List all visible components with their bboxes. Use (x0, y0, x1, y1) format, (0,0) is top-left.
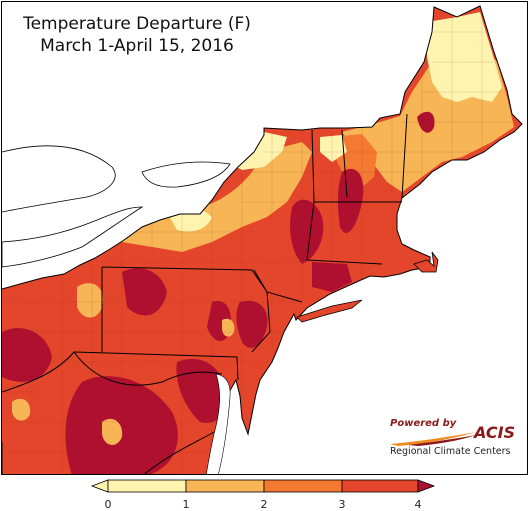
acis-credit: Powered by ACIS Regional Climate Centers (384, 412, 518, 462)
temperature-map (2, 5, 523, 474)
zone-yellow-maine (427, 12, 502, 102)
zone-dark-ma (290, 199, 324, 264)
legend-colorbar (90, 479, 436, 493)
powered-by-label: Powered by (390, 418, 457, 429)
zone-dark-me (417, 111, 435, 133)
zone-dark-wv (2, 328, 52, 382)
legend-arrow-right (417, 479, 436, 493)
map-frame: Temperature Departure (F) March 1-April … (1, 1, 528, 475)
acis-brand: ACIS (474, 423, 516, 442)
zone-orange-pa3 (222, 318, 235, 337)
map-subtitle: March 1-April 15, 2016 (40, 36, 234, 56)
legend-swatch-0 (107, 479, 187, 493)
lake-ontario (141, 161, 231, 188)
long-island (296, 299, 363, 323)
chesapeake-bay (206, 373, 231, 474)
zone-dark-ne (337, 168, 364, 233)
zone-orange-pa (77, 283, 103, 318)
zone-orange-va (102, 418, 123, 445)
zone-dark-md (176, 358, 228, 423)
map-title: Temperature Departure (F) (23, 14, 251, 34)
zone-dark-ct (312, 262, 352, 292)
legend-tick-3: 3 (338, 498, 346, 511)
zone-orange-wv (12, 398, 31, 421)
state-boundaries (2, 5, 523, 474)
organization-label: Regional Climate Centers (390, 446, 511, 457)
legend-tick-4: 4 (414, 498, 422, 511)
legend-tick-1: 1 (182, 498, 190, 511)
zone-yellow-vt (320, 135, 347, 162)
legend-swatch-1 (185, 479, 265, 493)
lake-huron-shore (2, 145, 116, 213)
zone-dark-va (65, 376, 178, 474)
color-legend: 0 1 2 3 4 (0, 476, 531, 511)
zone-dark-nj (236, 300, 268, 348)
legend-swatch-2 (263, 479, 343, 493)
zone-orange-north (102, 142, 312, 252)
legend-arrow-left (90, 479, 109, 493)
legend-tick-0: 0 (104, 498, 112, 511)
legend-tick-2: 2 (260, 498, 268, 511)
legend-swatch-3 (341, 479, 419, 493)
zone-dark-pa (122, 268, 167, 316)
lake-erie (2, 206, 144, 268)
cape-cod (413, 251, 439, 273)
acis-swoosh-logo (390, 432, 476, 446)
